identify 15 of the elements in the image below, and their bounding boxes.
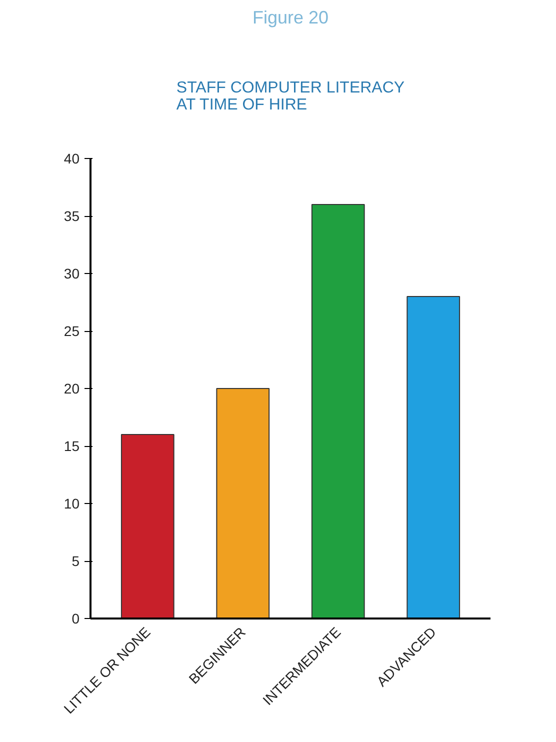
y-tick-label: 35: [64, 208, 80, 224]
bar: [311, 204, 365, 618]
y-tick-label: 15: [64, 438, 80, 454]
y-tick-label: 5: [72, 553, 80, 569]
chart-title: Figure 20: [252, 8, 329, 28]
y-tick-label: 0: [72, 610, 80, 626]
y-tick-label: 30: [64, 266, 80, 282]
bar: [406, 296, 460, 618]
chart-subtitle: STAFF COMPUTER LITERACY AT TIME OF HIRE: [176, 80, 405, 114]
y-tick-label: 10: [64, 496, 80, 512]
bar: [120, 434, 174, 618]
bar: [216, 388, 270, 618]
y-tick-label: 25: [64, 323, 80, 339]
y-tick-label: 40: [64, 150, 80, 166]
y-tick-label: 20: [64, 380, 80, 396]
